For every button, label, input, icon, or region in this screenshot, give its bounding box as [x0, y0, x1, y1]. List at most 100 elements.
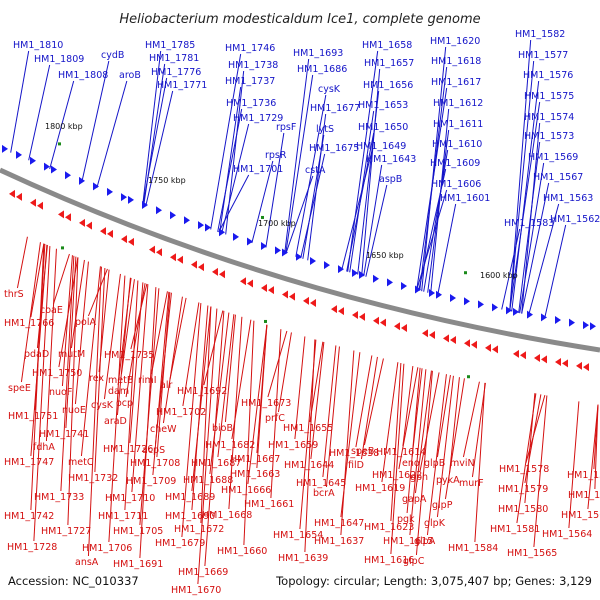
reverse-leader-line [130, 283, 148, 350]
forward-gene-arrow [16, 150, 22, 159]
reverse-leader-line [191, 305, 209, 511]
forward-gene-arrow [93, 182, 99, 191]
reverse-leader-line [80, 266, 101, 457]
reverse-leader-line [30, 243, 45, 511]
forward-leader-line [437, 203, 457, 296]
reverse-leader-line [419, 372, 440, 472]
forward-leader-line [284, 58, 310, 254]
reverse-leader-line [16, 236, 28, 289]
reverse-gene-label: glpP [432, 500, 453, 511]
reverse-gene-label: glpB [424, 458, 445, 469]
forward-leader-line [145, 90, 174, 207]
reverse-gene-arrow [177, 255, 183, 264]
reverse-gene-label: HM1_1709 [126, 476, 176, 487]
reverse-gene-label: HM1_1661 [244, 499, 294, 510]
forward-gene-label: lytS [316, 124, 334, 135]
reverse-leader-line [310, 341, 325, 460]
reverse-leader-line [45, 248, 57, 442]
forward-gene-label: HM1_1576 [523, 70, 573, 81]
forward-gene-label: HM1_1611 [433, 119, 483, 130]
reverse-gene-arrow [149, 245, 155, 254]
reverse-gene-arrow [520, 351, 526, 360]
reverse-gene-label: acpS [142, 445, 165, 456]
reverse-gene-label: HM1_1742 [4, 511, 54, 522]
rna-marker [467, 375, 470, 379]
reverse-gene-label: speE [8, 383, 31, 394]
forward-gene-arrow [44, 162, 50, 171]
reverse-leader-line [131, 284, 149, 493]
reverse-gene-label: HM1_1666 [221, 485, 271, 496]
reverse-gene-label: cheW [150, 424, 177, 435]
reverse-leader-line [360, 356, 378, 460]
forward-leader-line [142, 50, 162, 206]
forward-gene-label: HM1_1771 [157, 80, 207, 91]
forward-leader-line [219, 86, 242, 233]
reverse-gene-label: HM1_1578 [499, 464, 549, 475]
rna-marker [264, 319, 267, 323]
forward-gene-arrow [219, 228, 225, 237]
reverse-gene-label: HM1_1647 [314, 518, 364, 529]
rna-marker [58, 142, 61, 146]
reverse-gene-label: HM1_1580 [498, 504, 548, 515]
forward-gene-arrow [296, 252, 302, 261]
forward-gene-arrow [429, 289, 435, 298]
forward-gene-arrow [415, 285, 421, 294]
forward-gene-label: aspB [379, 174, 402, 185]
reverse-gene-label: HM1_1639 [278, 553, 328, 564]
forward-gene-arrow [282, 248, 288, 257]
reverse-gene-label: HM1_1702 [156, 407, 206, 418]
reverse-gene-label: rimI [138, 375, 157, 386]
reverse-gene-label: HM1_1564 [542, 529, 592, 540]
reverse-leader-line [355, 355, 373, 448]
reverse-gene-label: HM1_1750 [32, 368, 82, 379]
reverse-leader-line [156, 292, 171, 458]
reverse-leader-line [74, 261, 89, 405]
reverse-gene-label: nuoE [62, 405, 86, 416]
reverse-gene-arrow [443, 334, 449, 343]
reverse-leader-line [402, 365, 414, 447]
forward-gene-label: HM1_1781 [149, 53, 199, 64]
reverse-leader-line [70, 259, 85, 349]
forward-gene-label: HM1_1562 [550, 214, 600, 225]
reverse-gene-label: mutM [58, 349, 85, 360]
forward-leader-line [285, 175, 314, 254]
reverse-leader-line [444, 378, 465, 500]
reverse-gene-label: HM1_1688 [183, 475, 233, 486]
forward-gene-arrow [506, 306, 512, 315]
forward-gene-label: HM1_1701 [233, 164, 283, 175]
reverse-leader-line [322, 345, 337, 478]
scale-ticks: 1800 kbp 1750 kbp 1700 kbp 1650 kbp 1600… [45, 122, 518, 280]
forward-gene-arrow [30, 156, 36, 165]
forward-gene-arrow [464, 297, 470, 306]
reverse-gene-label: HM1_1670 [171, 585, 221, 596]
reverse-gene-arrow [380, 318, 386, 327]
reverse-gene-label: HM1_1615 [383, 536, 433, 547]
reverse-leader-line [363, 358, 384, 446]
forward-leader-line [10, 50, 30, 153]
reverse-gene-label: HM1_1565 [507, 548, 557, 559]
reverse-gene-label: HM1_1644 [284, 460, 334, 471]
forward-gene-arrow [583, 321, 589, 330]
forward-gene-label: HM1_1567 [533, 172, 583, 183]
reverse-gene-label: HM1_1638 [329, 448, 379, 459]
reverse-leader-line [203, 310, 224, 386]
forward-gene-label: aroB [119, 70, 141, 81]
forward-gene-arrow [170, 211, 176, 220]
reverse-gene-label: prfC [265, 413, 285, 424]
forward-leader-line [423, 149, 449, 292]
forward-leader-line [346, 132, 375, 272]
reverse-leader-line [224, 314, 236, 423]
forward-gene-label: rpsR [265, 150, 287, 161]
forward-leader-line [300, 153, 326, 259]
reverse-leader-line [217, 314, 235, 458]
reverse-leader-line [197, 308, 218, 585]
reverse-gene-label: HM1_1616 [364, 555, 414, 566]
genome-summary-text: Topology: circular; Length: 3,075,407 bp… [275, 574, 592, 588]
forward-gene-label: HM1_1675 [309, 143, 359, 154]
forward-gene-label: HM1_1657 [364, 58, 414, 69]
reverse-gene-label: nuoF [49, 387, 72, 398]
forward-leader-line [217, 108, 243, 232]
forward-gene-label: HM1_1569 [528, 152, 578, 163]
reverse-gene-arrow [100, 227, 106, 236]
reverse-gene-label: HM1_1711 [98, 511, 148, 522]
